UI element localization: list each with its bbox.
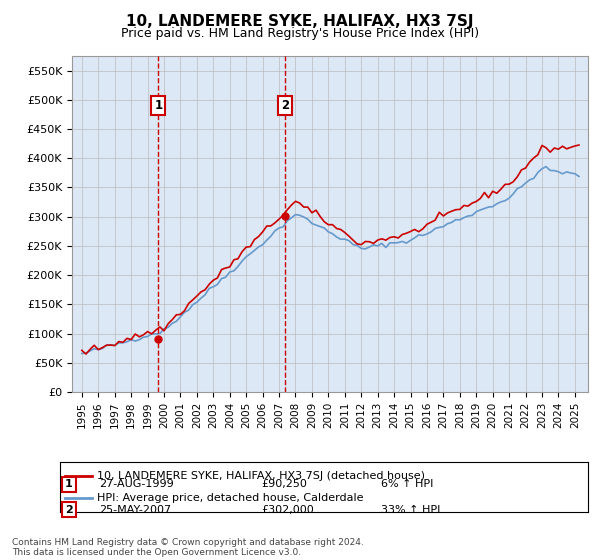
Text: £302,000: £302,000 [261, 505, 314, 515]
Text: 33% ↑ HPI: 33% ↑ HPI [381, 505, 440, 515]
Text: HPI: Average price, detached house, Calderdale: HPI: Average price, detached house, Cald… [97, 493, 364, 503]
Text: 2: 2 [65, 505, 73, 515]
Text: 1: 1 [154, 99, 163, 112]
Text: 2: 2 [281, 99, 290, 112]
Text: 6% ↑ HPI: 6% ↑ HPI [381, 479, 433, 489]
Text: 27-AUG-1999: 27-AUG-1999 [99, 479, 174, 489]
Text: 10, LANDEMERE SYKE, HALIFAX, HX3 7SJ: 10, LANDEMERE SYKE, HALIFAX, HX3 7SJ [126, 14, 474, 29]
Text: Contains HM Land Registry data © Crown copyright and database right 2024.
This d: Contains HM Land Registry data © Crown c… [12, 538, 364, 557]
Text: Price paid vs. HM Land Registry's House Price Index (HPI): Price paid vs. HM Land Registry's House … [121, 27, 479, 40]
Text: 10, LANDEMERE SYKE, HALIFAX, HX3 7SJ (detached house): 10, LANDEMERE SYKE, HALIFAX, HX3 7SJ (de… [97, 471, 425, 481]
Text: £90,250: £90,250 [261, 479, 307, 489]
Text: 25-MAY-2007: 25-MAY-2007 [99, 505, 171, 515]
Text: 1: 1 [65, 479, 73, 489]
